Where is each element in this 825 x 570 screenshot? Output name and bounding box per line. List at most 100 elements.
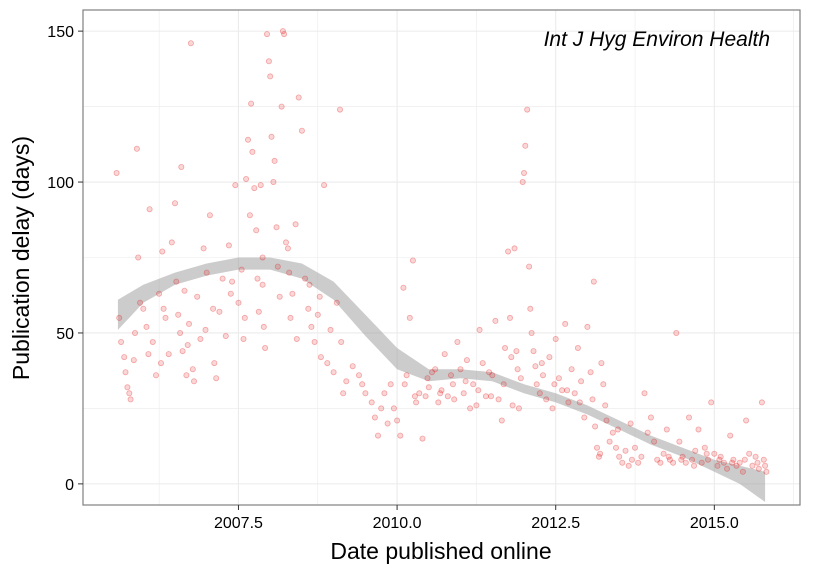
data-point (216, 308, 223, 315)
data-point (152, 372, 159, 379)
y-axis-title: Publication delay (days) (8, 136, 34, 380)
data-point (286, 269, 293, 276)
data-point (511, 245, 518, 252)
data-point (698, 459, 705, 466)
data-point (424, 375, 431, 382)
data-point (524, 106, 531, 113)
data-point (644, 429, 651, 436)
data-point (526, 263, 533, 270)
data-point (763, 468, 770, 475)
data-point (321, 182, 328, 189)
data-point (622, 447, 629, 454)
data-point (724, 465, 731, 472)
data-point (733, 462, 740, 469)
data-point (449, 381, 456, 388)
data-point (400, 284, 407, 291)
data-point (533, 381, 540, 388)
data-point (387, 381, 394, 388)
data-point (552, 335, 559, 342)
data-point (343, 378, 350, 385)
data-point (594, 444, 601, 451)
data-point (202, 326, 209, 333)
data-point (305, 305, 312, 312)
data-point (314, 311, 321, 318)
panel-border (82, 9, 801, 506)
data-point (194, 293, 201, 300)
data-point (190, 378, 197, 385)
data-point (676, 438, 683, 445)
data-point (519, 178, 526, 185)
smooth-confidence-band (117, 257, 766, 502)
data-point (137, 299, 144, 306)
data-point (122, 369, 129, 376)
data-point (509, 402, 516, 409)
data-point (538, 360, 545, 367)
data-point (438, 387, 445, 394)
data-point (689, 456, 696, 463)
x-axis: 2007.5 2010.0 2012.5 2015.0 (214, 505, 739, 532)
data-point (248, 100, 255, 107)
data-point (614, 426, 621, 433)
data-point (730, 456, 737, 463)
data-point (251, 185, 258, 192)
data-point (760, 456, 767, 463)
data-point (486, 369, 493, 376)
data-point (473, 402, 480, 409)
data-point (754, 459, 761, 466)
data-point (298, 127, 305, 134)
data-point (590, 278, 597, 285)
data-point (292, 221, 299, 228)
data-point (262, 344, 269, 351)
data-point (378, 405, 385, 412)
data-point (627, 420, 634, 427)
data-point (565, 399, 572, 406)
data-point (270, 178, 277, 185)
data-point (467, 405, 474, 412)
data-point (371, 414, 378, 421)
data-point (336, 106, 343, 113)
data-point (268, 133, 275, 140)
data-point (562, 320, 569, 327)
data-point (682, 459, 689, 466)
data-point (145, 351, 152, 358)
data-point (281, 31, 288, 38)
data-point (213, 375, 220, 382)
data-point (635, 459, 642, 466)
data-point (126, 390, 133, 397)
data-point (225, 242, 232, 249)
data-point (413, 399, 420, 406)
data-point (673, 329, 680, 336)
data-point (752, 453, 759, 460)
data-point (692, 447, 699, 454)
data-point (454, 338, 461, 345)
data-point (362, 390, 369, 397)
data-point (259, 254, 266, 261)
data-point (475, 387, 482, 394)
data-point (551, 381, 558, 388)
data-point (482, 393, 489, 400)
data-point (171, 200, 178, 207)
data-point (211, 360, 218, 367)
data-point (368, 399, 375, 406)
data-point (157, 360, 164, 367)
data-point (625, 462, 632, 469)
data-point (317, 354, 324, 361)
data-point (578, 378, 585, 385)
data-point (260, 323, 267, 330)
data-point (616, 453, 623, 460)
data-point (514, 366, 521, 373)
data-point (587, 369, 594, 376)
y-tick-label: 150 (47, 24, 74, 41)
data-point (714, 462, 721, 469)
data-point (390, 405, 397, 412)
data-point (121, 354, 128, 361)
data-point (308, 323, 315, 330)
data-point (381, 390, 388, 397)
data-point (143, 323, 150, 330)
data-point (437, 390, 444, 397)
data-point (227, 290, 234, 297)
data-point (619, 459, 626, 466)
data-point (235, 299, 242, 306)
data-point (293, 335, 300, 342)
data-point (232, 182, 239, 189)
